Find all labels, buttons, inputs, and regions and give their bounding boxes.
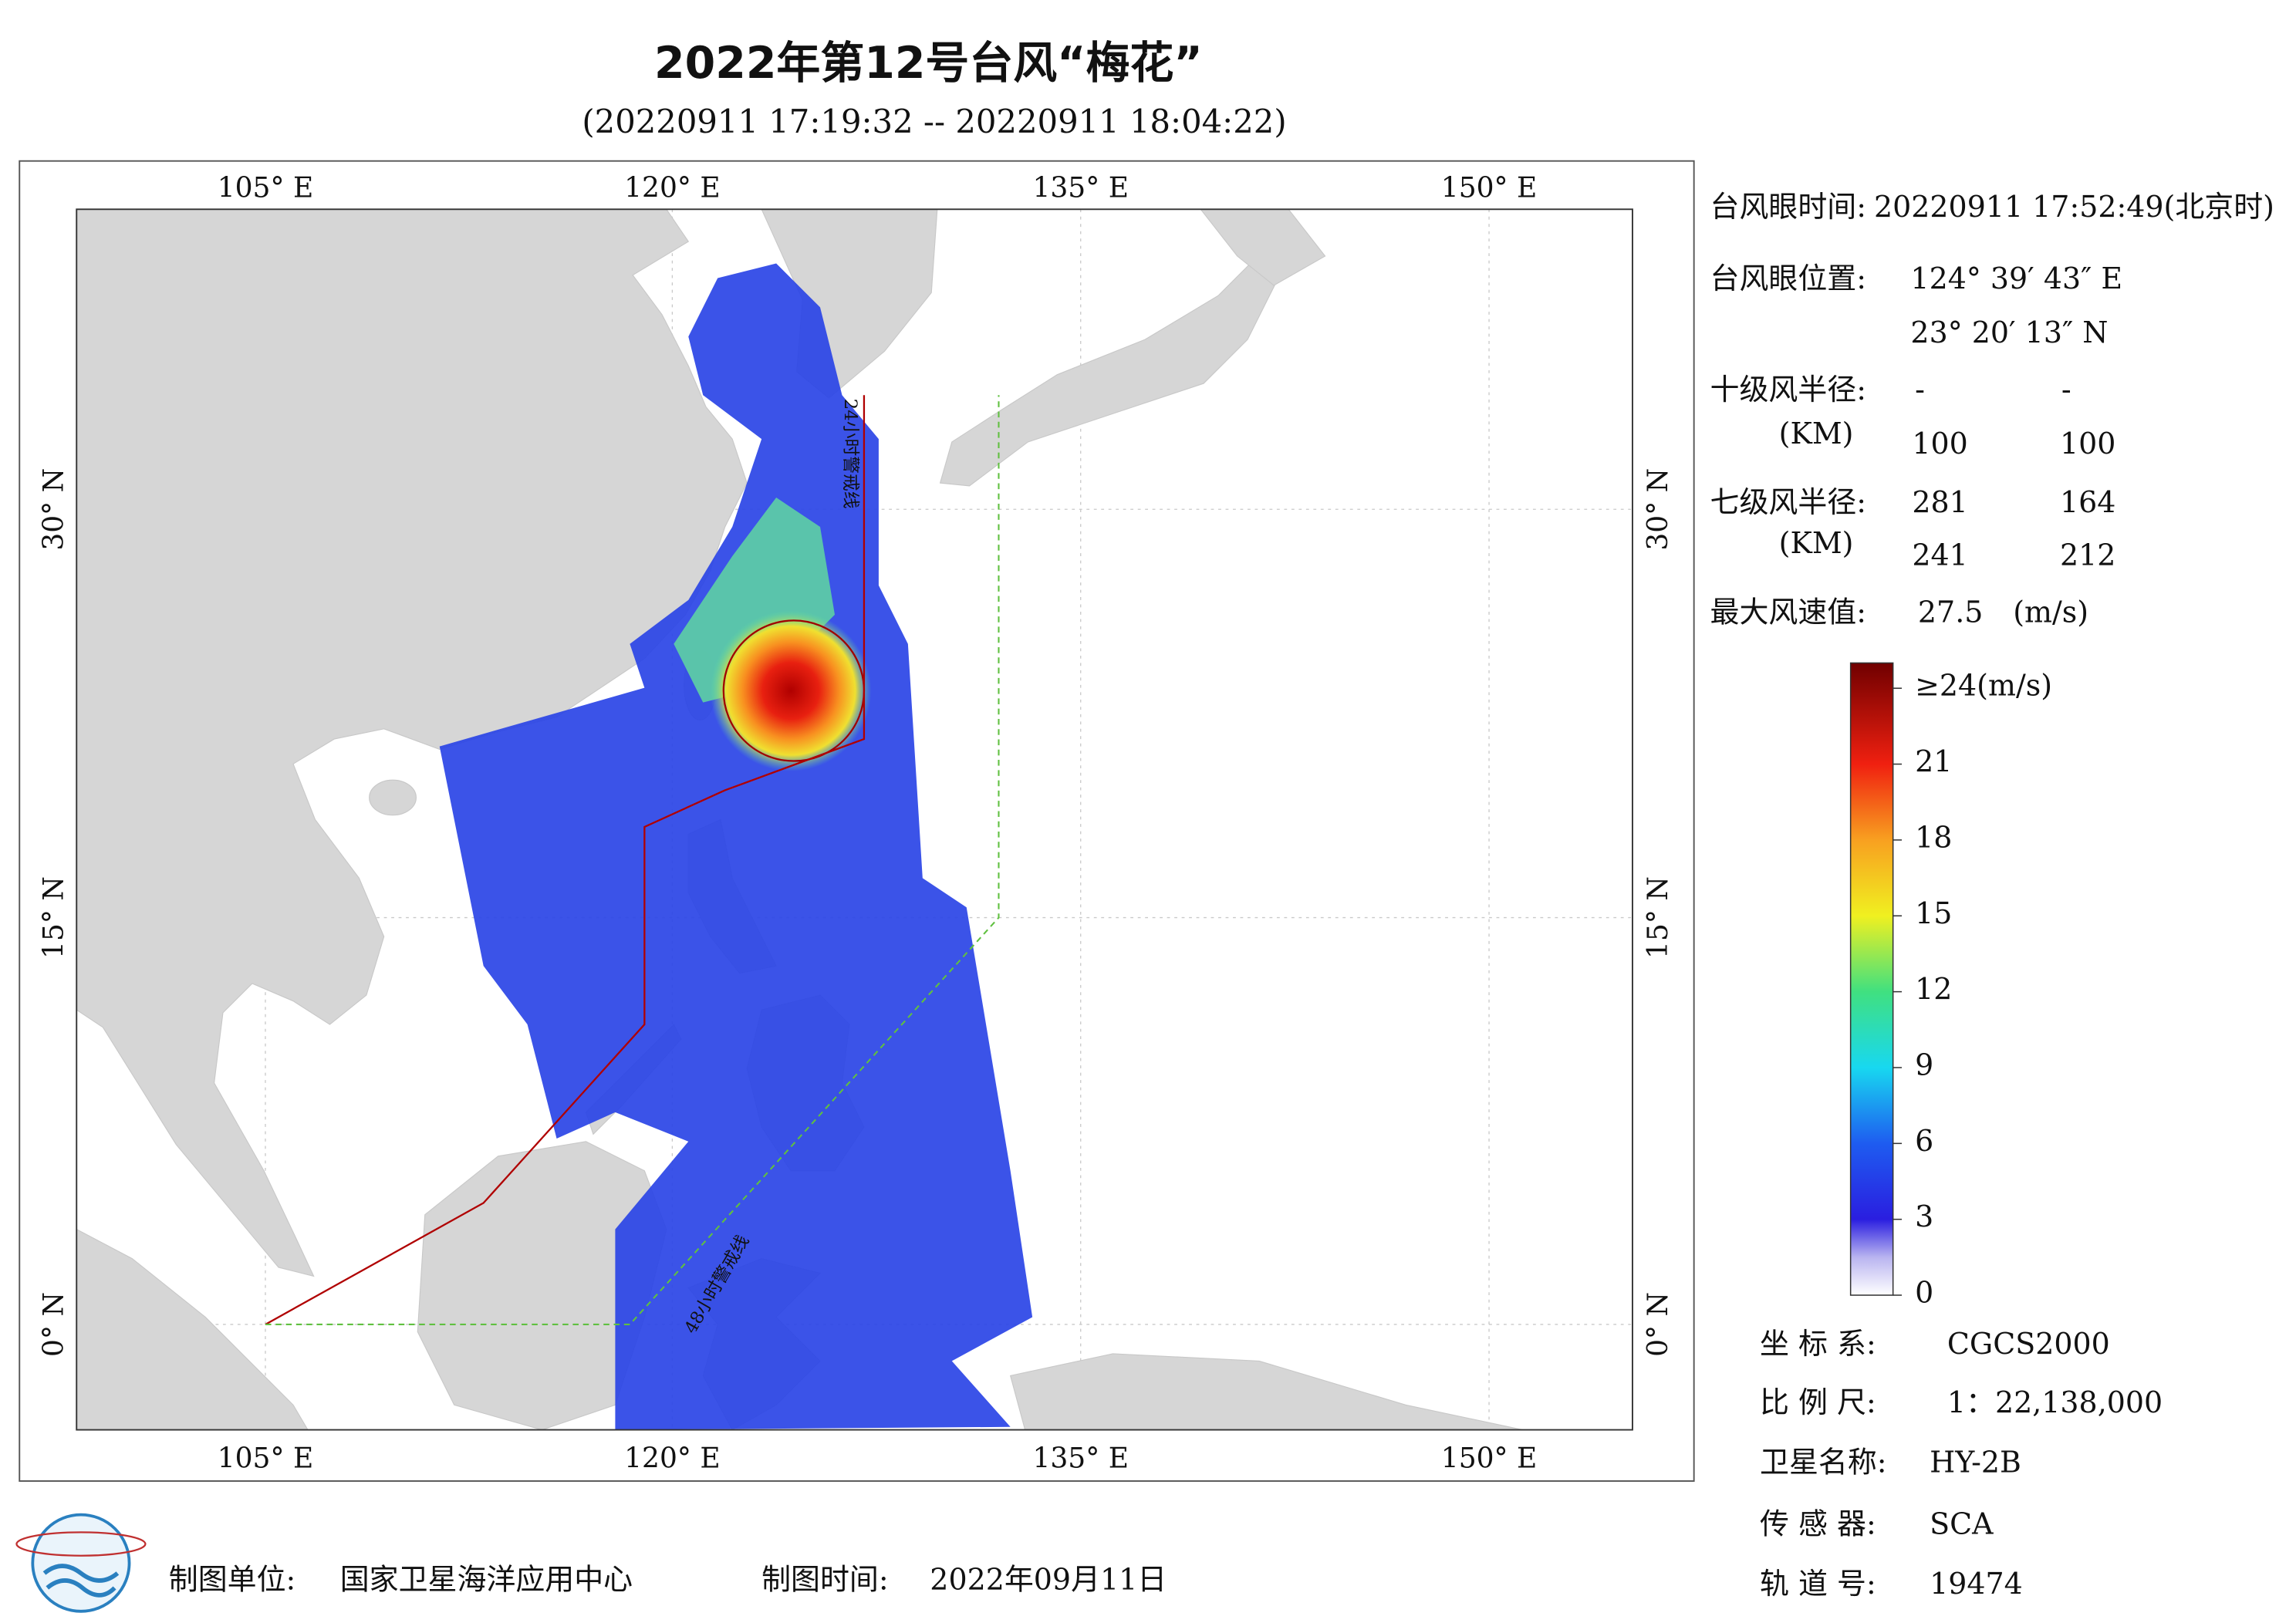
typhoon-core: [710, 610, 872, 771]
line-24h: [265, 395, 866, 1325]
lon-label: 135° E: [1032, 1442, 1129, 1474]
r7-unit: (KM): [1779, 526, 1854, 560]
colorbar-label: 0: [1915, 1276, 1933, 1310]
eye-time-label: 台风眼时间:: [1710, 190, 1866, 224]
max-wind-unit: (m/s): [2013, 595, 2088, 629]
title: 2022年第12号台风“梅花”: [654, 38, 1203, 89]
colorbar: [1849, 662, 1894, 1296]
lat-label: 15° N: [39, 876, 70, 959]
colorbar-label: 9: [1915, 1048, 1933, 1081]
date: 2022年09月11日: [930, 1562, 1167, 1596]
map: 24小时警戒线 48小时警戒线: [76, 209, 1633, 1430]
wind-swath: [439, 263, 1033, 1430]
eye-lat: 23° 20′ 13″ N: [1910, 315, 2108, 349]
axis-labels: 105° E 105° E 120° E 120° E 135° E 135° E 150°…: [39, 173, 1674, 1475]
scale: 1：22,138,000: [1947, 1385, 2163, 1419]
lon-label: 120° E: [624, 1442, 721, 1474]
colorbar-ticks: 0 3 6 9 12 15 18 21 ≥24(m/s): [1893, 669, 2052, 1310]
eye-time: 20220911 17:52:49(北京时): [1874, 190, 2274, 224]
lon-label: 105° E: [218, 1442, 314, 1474]
lat-label: 0° N: [39, 1292, 70, 1357]
eye-position-label: 台风眼位置:: [1710, 262, 1866, 295]
colorbar-label: ≥24(m/s): [1915, 669, 2052, 703]
r7-value: 164: [2060, 485, 2115, 519]
line-48h: [265, 395, 1000, 1326]
colorbar-label: 3: [1915, 1200, 1933, 1233]
subtitle: (20220911 17:19:32 -- 20220911 18:04:22): [582, 103, 1286, 140]
coord-label: 坐 标 系:: [1760, 1327, 1876, 1361]
info-panel: 台风眼时间: 20220911 17:52:49(北京时) 台风眼位置: 124…: [1710, 190, 2274, 629]
map-border: [76, 208, 1633, 1431]
maker: 国家卫星海洋应用中心: [340, 1562, 633, 1596]
lon-label: 105° E: [218, 173, 314, 204]
lon-label: 120° E: [624, 173, 721, 204]
orbit: 19474: [1930, 1567, 2023, 1601]
lat-label: 30° N: [39, 468, 70, 551]
colorbar-label: 15: [1915, 896, 1952, 930]
r10-value: 100: [1912, 427, 1967, 461]
coord: CGCS2000: [1947, 1327, 2110, 1361]
logo: [15, 1513, 147, 1613]
r10-label: 十级风半径:: [1710, 373, 1866, 407]
max-wind: 27.5: [1918, 595, 1983, 629]
r7-label: 七级风半径:: [1710, 485, 1866, 519]
meta: 坐 标 系: CGCS2000 比 例 尺: 1：22,138,000 卫星名称…: [1760, 1327, 2163, 1601]
satellite-label: 卫星名称:: [1760, 1446, 1887, 1480]
orbit-label: 轨 道 号:: [1760, 1567, 1876, 1601]
colorbar-label: 12: [1915, 972, 1952, 1006]
colorbar-label: 21: [1915, 744, 1952, 778]
line-24h-label: 24小时警戒线: [840, 399, 860, 509]
r7-value: 241: [1912, 538, 1967, 572]
satellite: HY-2B: [1930, 1446, 2021, 1480]
r7-value: 281: [1912, 485, 1967, 519]
lon-label: 135° E: [1032, 173, 1129, 204]
sensor: SCA: [1930, 1507, 1994, 1540]
map-frame: [19, 160, 1695, 1482]
lat-label: 0° N: [1643, 1292, 1674, 1357]
lat-label: 30° N: [1643, 468, 1674, 551]
lon-label: 150° E: [1441, 173, 1538, 204]
scale-label: 比 例 尺:: [1760, 1385, 1876, 1419]
max-wind-label: 最大风速值:: [1710, 595, 1866, 629]
lat-label: 15° N: [1643, 876, 1674, 959]
r10-value: -: [1915, 373, 1925, 407]
eye-lon: 124° 39′ 43″ E: [1910, 262, 2122, 295]
r10-value: 100: [2060, 427, 2115, 461]
sensor-label: 传 感 器:: [1760, 1507, 1876, 1540]
colorbar-label: 6: [1915, 1124, 1933, 1158]
lon-label: 150° E: [1441, 1442, 1538, 1474]
r10-value: -: [2061, 373, 2071, 407]
r10-unit: (KM): [1779, 417, 1854, 450]
maker-label: 制图单位:: [169, 1562, 296, 1596]
date-label: 制图时间:: [761, 1562, 889, 1596]
r7-value: 212: [2060, 538, 2115, 572]
colorbar-label: 18: [1915, 820, 1952, 854]
